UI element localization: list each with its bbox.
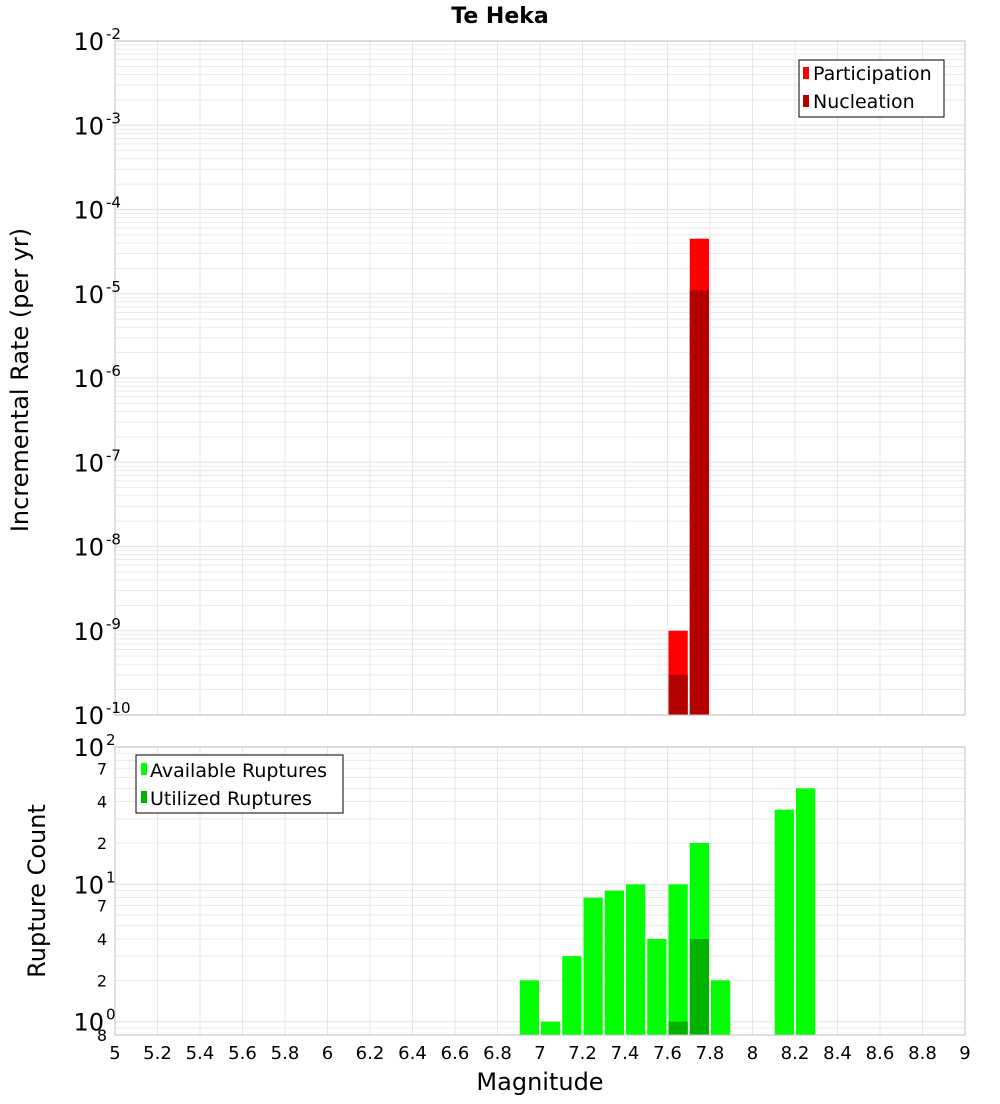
available-ruptures-bar <box>774 809 794 1035</box>
x-tick-label: 5 <box>109 1043 120 1064</box>
rupture-legend: Available Ruptures Utilized Ruptures <box>135 754 344 814</box>
x-tick-label: 8 <box>747 1043 758 1064</box>
x-tick-label: 7 <box>534 1043 545 1064</box>
y-tick-label: 10 <box>73 365 104 393</box>
y-tick-label: 10 <box>73 449 104 477</box>
y-tick-exponent: -8 <box>106 531 121 549</box>
y-tick-label: 10 <box>73 871 104 899</box>
utilized-ruptures-legend-label: Utilized Ruptures <box>150 788 312 810</box>
y-tick-exponent: 1 <box>106 868 116 886</box>
nucleation-legend-swatch <box>803 95 809 107</box>
participation-legend-label: Participation <box>813 63 932 85</box>
y-tick-label: 10 <box>73 734 104 762</box>
available-ruptures-legend-swatch <box>141 763 147 775</box>
available-ruptures-bar <box>626 884 646 1035</box>
x-tick-label: 8.6 <box>866 1043 895 1064</box>
y-tick-exponent: -7 <box>106 446 121 464</box>
y-tick-label: 10 <box>73 534 104 562</box>
x-tick-label: 7.6 <box>653 1043 682 1064</box>
utilized-ruptures-bar <box>689 939 709 1035</box>
y-tick-exponent: -4 <box>106 194 121 212</box>
nucleation-legend-label: Nucleation <box>813 91 915 113</box>
rate-plot: 10-210-310-410-510-610-710-810-910-10 <box>73 25 966 730</box>
y-tick-label: 10 <box>73 281 104 309</box>
rate-legend: Participation Nucleation <box>798 59 945 118</box>
available-ruptures-bar <box>541 1021 561 1035</box>
y-tick-exponent: -10 <box>106 699 131 717</box>
x-tick-label: 5.4 <box>186 1043 215 1064</box>
available-ruptures-bar <box>583 897 603 1035</box>
y-tick-exponent: -5 <box>106 278 121 296</box>
y-tick-exponent: 0 <box>106 1006 116 1024</box>
y-minor-tick-label: 8 <box>97 1026 107 1045</box>
available-ruptures-legend-label: Available Ruptures <box>150 760 327 782</box>
available-ruptures-bar <box>562 956 582 1035</box>
top-y-axis-label: Incremental Rate (per yr) <box>6 228 34 532</box>
rupture-plot-border <box>114 746 966 1036</box>
y-tick-exponent: -6 <box>106 362 121 380</box>
y-tick-exponent: -3 <box>106 109 121 127</box>
x-tick-label: 6.2 <box>356 1043 385 1064</box>
x-tick-label: 7.2 <box>568 1043 597 1064</box>
y-tick-label: 10 <box>73 1009 104 1037</box>
bottom-y-axis-label: Rupture Count <box>23 804 51 978</box>
chart-title: Te Heka <box>451 4 548 29</box>
x-tick-label: 8.2 <box>781 1043 810 1064</box>
y-minor-tick-label: 4 <box>97 793 107 812</box>
x-tick-label: 8.8 <box>908 1043 937 1064</box>
y-minor-tick-label: 4 <box>97 930 107 949</box>
x-tick-label: 6.4 <box>398 1043 427 1064</box>
y-tick-label: 10 <box>73 28 104 56</box>
available-ruptures-bar <box>519 980 539 1035</box>
x-tick-labels: 5 5.2 5.4 5.6 5.8 6 6.2 6.4 6.6 6.8 7 7.2 7.4 7.6 7.8 8… <box>109 1043 970 1064</box>
x-tick-label: 8.4 <box>823 1043 852 1064</box>
available-ruptures-bar <box>668 884 688 1035</box>
x-tick-label: 5.8 <box>271 1043 300 1064</box>
utilized-ruptures-bar <box>668 1021 688 1035</box>
y-minor-tick-label: 2 <box>97 971 107 990</box>
utilized-ruptures-legend-swatch <box>141 791 147 803</box>
rate-legend-box <box>798 59 945 118</box>
rate-plot-border <box>114 40 966 716</box>
x-tick-label: 7.8 <box>696 1043 725 1064</box>
y-tick-label: 10 <box>73 618 104 646</box>
x-tick-label: 9 <box>959 1043 970 1064</box>
x-axis-label: Magnitude <box>476 1068 603 1096</box>
y-tick-exponent: -2 <box>106 25 121 43</box>
y-tick-label: 10 <box>73 702 104 730</box>
x-tick-label: 5.6 <box>228 1043 257 1064</box>
x-tick-label: 6 <box>322 1043 333 1064</box>
participation-legend-swatch <box>803 67 809 79</box>
y-tick-label: 10 <box>73 197 104 225</box>
nucleation-bar <box>689 290 709 715</box>
y-tick-label: 10 <box>73 112 104 140</box>
y-tick-exponent: 2 <box>106 731 116 749</box>
available-ruptures-bar <box>711 980 731 1035</box>
rupture-legend-box <box>135 754 344 814</box>
y-minor-tick-label: 7 <box>97 759 107 778</box>
x-tick-label: 6.8 <box>483 1043 512 1064</box>
available-ruptures-bar <box>647 939 667 1035</box>
x-tick-label: 6.6 <box>441 1043 470 1064</box>
nucleation-bar <box>668 674 688 715</box>
y-tick-exponent: -9 <box>106 615 121 633</box>
available-ruptures-bar <box>604 890 624 1035</box>
available-ruptures-bar <box>796 788 816 1035</box>
x-tick-label: 7.4 <box>611 1043 640 1064</box>
x-tick-label: 5.2 <box>143 1043 172 1064</box>
y-minor-tick-label: 7 <box>97 897 107 916</box>
y-minor-tick-label: 2 <box>97 834 107 853</box>
